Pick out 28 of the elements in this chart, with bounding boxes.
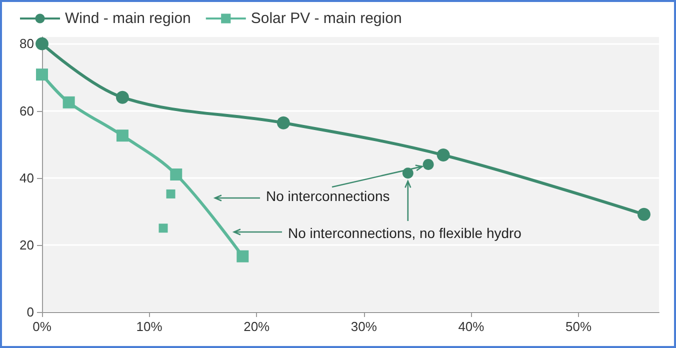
x-tick-label: 50% — [566, 319, 592, 334]
point — [436, 148, 450, 162]
point — [422, 158, 434, 170]
annotation: No interconnections, no flexible hydro — [288, 225, 522, 241]
x-tick-label: 0% — [32, 319, 52, 334]
y-tick-label: 80 — [20, 36, 34, 52]
x-tick-label: 10% — [136, 319, 163, 334]
point — [36, 37, 48, 50]
y-tick-label: 20 — [20, 237, 34, 252]
legend-label: Wind - main region — [65, 10, 191, 27]
annotation: No interconnections — [266, 188, 390, 204]
point — [36, 68, 48, 81]
point — [637, 208, 650, 221]
point — [62, 96, 75, 108]
x-tick-label: 40% — [458, 319, 485, 334]
point — [158, 224, 168, 233]
x-tick-label: 20% — [244, 319, 270, 334]
y-tick-label: 60 — [20, 103, 34, 118]
point — [236, 250, 249, 262]
y-tick-label: 40 — [20, 170, 34, 186]
point — [170, 168, 182, 180]
point — [166, 189, 176, 198]
legend-label: Solar PV - main region — [250, 10, 402, 27]
point — [276, 116, 290, 130]
point — [116, 90, 129, 104]
y-tick-label: 0 — [26, 304, 34, 320]
point — [116, 130, 128, 142]
x-tick-label: 30% — [350, 319, 378, 334]
